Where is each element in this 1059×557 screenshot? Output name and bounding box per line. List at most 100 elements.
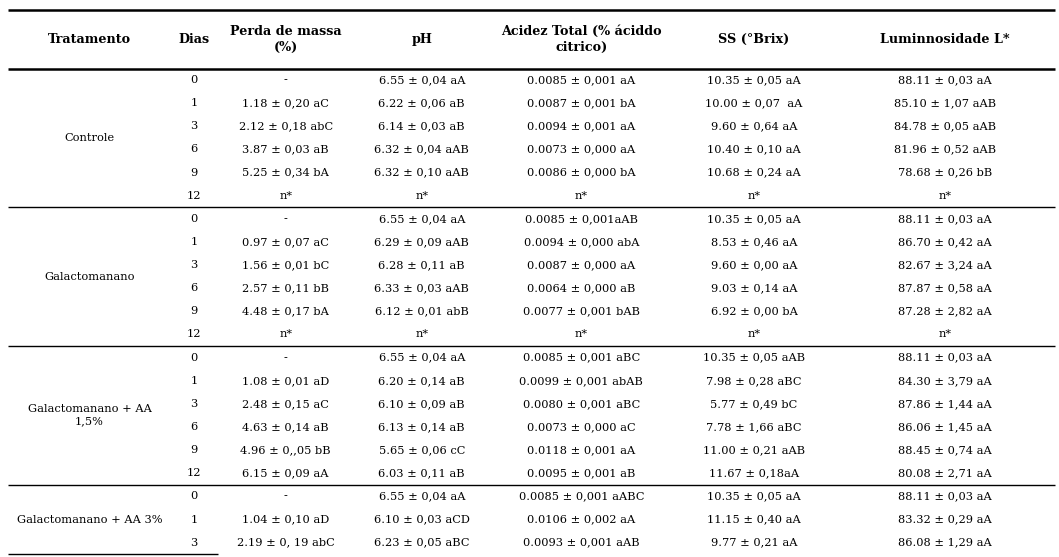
Text: 6.28 ± 0,11 aB: 6.28 ± 0,11 aB	[378, 260, 465, 270]
Text: 86.70 ± 0,42 aA: 86.70 ± 0,42 aA	[898, 237, 992, 247]
Text: 6.10 ± 0,03 aCD: 6.10 ± 0,03 aCD	[374, 515, 470, 525]
Text: 12: 12	[187, 190, 201, 201]
Text: Galactomanano + AA
1,5%: Galactomanano + AA 1,5%	[28, 404, 151, 427]
Text: 2.19 ± 0, 19 abC: 2.19 ± 0, 19 abC	[237, 538, 335, 548]
Text: Luminnosidade L*: Luminnosidade L*	[880, 33, 1009, 46]
Text: 5.25 ± 0,34 bA: 5.25 ± 0,34 bA	[243, 168, 329, 178]
Text: 0.0094 ± 0,000 abA: 0.0094 ± 0,000 abA	[523, 237, 639, 247]
Text: 3: 3	[191, 260, 198, 270]
Text: 84.30 ± 3,79 aA: 84.30 ± 3,79 aA	[898, 376, 992, 386]
Text: n*: n*	[748, 330, 760, 340]
Text: 0.0087 ± 0,001 bA: 0.0087 ± 0,001 bA	[527, 98, 635, 108]
Text: 86.08 ± 1,29 aA: 86.08 ± 1,29 aA	[898, 538, 992, 548]
Text: 80.08 ± 2,71 aA: 80.08 ± 2,71 aA	[898, 468, 992, 478]
Text: 78.68 ± 0,26 bB: 78.68 ± 0,26 bB	[898, 168, 992, 178]
Text: Perda de massa
(%): Perda de massa (%)	[230, 25, 342, 54]
Text: Galactomanano: Galactomanano	[44, 272, 134, 282]
Text: 3: 3	[191, 399, 198, 409]
Text: 2.57 ± 0,11 bB: 2.57 ± 0,11 bB	[243, 283, 329, 293]
Text: 4.63 ± 0,14 aB: 4.63 ± 0,14 aB	[243, 422, 329, 432]
Text: 0: 0	[191, 75, 198, 85]
Text: n*: n*	[415, 330, 428, 340]
Text: 3.87 ± 0,03 aB: 3.87 ± 0,03 aB	[243, 144, 329, 154]
Text: 6.33 ± 0,03 aAB: 6.33 ± 0,03 aAB	[374, 283, 469, 293]
Text: 6.15 ± 0,09 aA: 6.15 ± 0,09 aA	[243, 468, 329, 478]
Text: 0.0085 ± 0,001 aBC: 0.0085 ± 0,001 aBC	[523, 353, 640, 363]
Text: 6.12 ± 0,01 abB: 6.12 ± 0,01 abB	[375, 306, 469, 316]
Text: 0.0099 ± 0,001 abAB: 0.0099 ± 0,001 abAB	[519, 376, 643, 386]
Text: Acidez Total (% áciddo
citrico): Acidez Total (% áciddo citrico)	[501, 25, 662, 54]
Text: 0.0106 ± 0,002 aA: 0.0106 ± 0,002 aA	[527, 515, 635, 525]
Text: Controle: Controle	[65, 133, 114, 143]
Text: 6.20 ± 0,14 aB: 6.20 ± 0,14 aB	[378, 376, 465, 386]
Text: 6.32 ± 0,04 aAB: 6.32 ± 0,04 aAB	[374, 144, 469, 154]
Text: n*: n*	[938, 330, 951, 340]
Text: 5.65 ± 0,06 cC: 5.65 ± 0,06 cC	[378, 445, 465, 455]
Text: 6.13 ± 0,14 aB: 6.13 ± 0,14 aB	[378, 422, 465, 432]
Text: 9.60 ± 0,64 aA: 9.60 ± 0,64 aA	[711, 121, 797, 131]
Text: 0: 0	[191, 491, 198, 501]
Text: 0.0093 ± 0,001 aAB: 0.0093 ± 0,001 aAB	[523, 538, 640, 548]
Text: 0.0073 ± 0,000 aA: 0.0073 ± 0,000 aA	[527, 144, 635, 154]
Text: 7.78 ± 1,66 aBC: 7.78 ± 1,66 aBC	[706, 422, 802, 432]
Text: 10.35 ± 0,05 aA: 10.35 ± 0,05 aA	[707, 75, 801, 85]
Text: 1: 1	[191, 98, 198, 108]
Text: 6.92 ± 0,00 bA: 6.92 ± 0,00 bA	[711, 306, 797, 316]
Text: 6.55 ± 0,04 aA: 6.55 ± 0,04 aA	[378, 214, 465, 224]
Text: 6.55 ± 0,04 aA: 6.55 ± 0,04 aA	[378, 75, 465, 85]
Text: 0.0094 ± 0,001 aA: 0.0094 ± 0,001 aA	[527, 121, 635, 131]
Text: 0.0086 ± 0,000 bA: 0.0086 ± 0,000 bA	[527, 168, 635, 178]
Text: 6: 6	[191, 144, 198, 154]
Text: 10.35 ± 0,05 aAB: 10.35 ± 0,05 aAB	[703, 353, 805, 363]
Text: 0.0095 ± 0,001 aB: 0.0095 ± 0,001 aB	[527, 468, 635, 478]
Text: 7.98 ± 0,28 aBC: 7.98 ± 0,28 aBC	[706, 376, 802, 386]
Text: 5.77 ± 0,49 bC: 5.77 ± 0,49 bC	[711, 399, 797, 409]
Text: 4.48 ± 0,17 bA: 4.48 ± 0,17 bA	[243, 306, 329, 316]
Text: n*: n*	[575, 190, 588, 201]
Text: 2.48 ± 0,15 aC: 2.48 ± 0,15 aC	[243, 399, 329, 409]
Text: -: -	[284, 214, 288, 224]
Text: 0.0077 ± 0,001 bAB: 0.0077 ± 0,001 bAB	[523, 306, 640, 316]
Text: Galactomanano + AA 3%: Galactomanano + AA 3%	[17, 515, 162, 525]
Text: 10.68 ± 0,24 aA: 10.68 ± 0,24 aA	[707, 168, 801, 178]
Text: 9.60 ± 0,00 aA: 9.60 ± 0,00 aA	[711, 260, 797, 270]
Text: 9.77 ± 0,21 aA: 9.77 ± 0,21 aA	[711, 538, 797, 548]
Text: 86.06 ± 1,45 aA: 86.06 ± 1,45 aA	[898, 422, 992, 432]
Text: 1: 1	[191, 237, 198, 247]
Text: 6.03 ± 0,11 aB: 6.03 ± 0,11 aB	[378, 468, 465, 478]
Text: 0: 0	[191, 353, 198, 363]
Text: 11.00 ± 0,21 aAB: 11.00 ± 0,21 aAB	[703, 445, 805, 455]
Text: 0.0085 ± 0,001aAB: 0.0085 ± 0,001aAB	[525, 214, 638, 224]
Text: 84.78 ± 0,05 aAB: 84.78 ± 0,05 aAB	[894, 121, 995, 131]
Text: n*: n*	[280, 330, 292, 340]
Text: 87.28 ± 2,82 aA: 87.28 ± 2,82 aA	[898, 306, 992, 316]
Text: 3: 3	[191, 538, 198, 548]
Text: 88.11 ± 0,03 aA: 88.11 ± 0,03 aA	[898, 491, 992, 501]
Text: 9.03 ± 0,14 aA: 9.03 ± 0,14 aA	[711, 283, 797, 293]
Text: n*: n*	[748, 190, 760, 201]
Text: 6.32 ± 0,10 aAB: 6.32 ± 0,10 aAB	[374, 168, 469, 178]
Text: pH: pH	[411, 33, 432, 46]
Text: 88.45 ± 0,74 aA: 88.45 ± 0,74 aA	[898, 445, 992, 455]
Text: -: -	[284, 491, 288, 501]
Text: 12: 12	[187, 468, 201, 478]
Text: 4.96 ± 0,,05 bB: 4.96 ± 0,,05 bB	[240, 445, 331, 455]
Text: 1: 1	[191, 376, 198, 386]
Text: 1: 1	[191, 515, 198, 525]
Text: 88.11 ± 0,03 aA: 88.11 ± 0,03 aA	[898, 214, 992, 224]
Text: 11.15 ± 0,40 aA: 11.15 ± 0,40 aA	[707, 515, 801, 525]
Text: 1.18 ± 0,20 aC: 1.18 ± 0,20 aC	[243, 98, 329, 108]
Text: 82.67 ± 3,24 aA: 82.67 ± 3,24 aA	[898, 260, 992, 270]
Text: 6: 6	[191, 283, 198, 293]
Text: 6: 6	[191, 422, 198, 432]
Text: 83.32 ± 0,29 aA: 83.32 ± 0,29 aA	[898, 515, 992, 525]
Text: 6.23 ± 0,05 aBC: 6.23 ± 0,05 aBC	[374, 538, 469, 548]
Text: 9: 9	[191, 168, 198, 178]
Text: 9: 9	[191, 445, 198, 455]
Text: SS (°Brix): SS (°Brix)	[718, 33, 790, 46]
Text: n*: n*	[575, 330, 588, 340]
Text: -: -	[284, 353, 288, 363]
Text: n*: n*	[415, 190, 428, 201]
Text: 10.35 ± 0,05 aA: 10.35 ± 0,05 aA	[707, 214, 801, 224]
Text: 9: 9	[191, 306, 198, 316]
